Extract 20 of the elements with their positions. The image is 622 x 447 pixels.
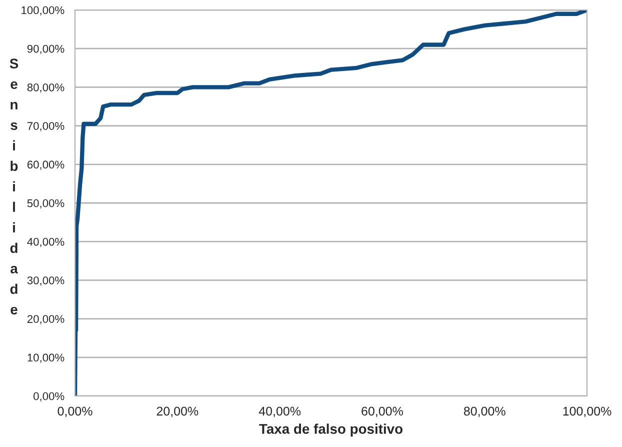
x-tick-label: 0,00% (58, 406, 92, 418)
y-tick-label: 0,00% (34, 392, 64, 402)
y-tick-label: 80,00% (27, 83, 64, 93)
x-tick-label: 100,00% (563, 406, 612, 418)
y-tick-label: 30,00% (27, 276, 64, 286)
x-tick-label: 20,00% (156, 406, 198, 418)
x-axis-title: Taxa de falso positivo (259, 424, 402, 437)
line-series (75, 10, 587, 396)
x-tick-label: 60,00% (362, 406, 403, 418)
y-tick-label: 60,00% (27, 160, 64, 170)
y-tick-label: 20,00% (27, 315, 64, 324)
x-tick-label: 40,00% (258, 406, 301, 418)
y-tick-label: 50,00% (27, 199, 64, 208)
text: Sensibilidade (10, 58, 18, 314)
y-tick-label: 40,00% (27, 238, 64, 248)
y-tick-label: 100,00% (22, 6, 64, 16)
y-tick-label: 90,00% (27, 44, 64, 54)
y-tick-label: 10,00% (28, 354, 64, 363)
x-tick-label: 80,00% (464, 406, 506, 418)
y-tick-label: 70,00% (27, 122, 64, 132)
